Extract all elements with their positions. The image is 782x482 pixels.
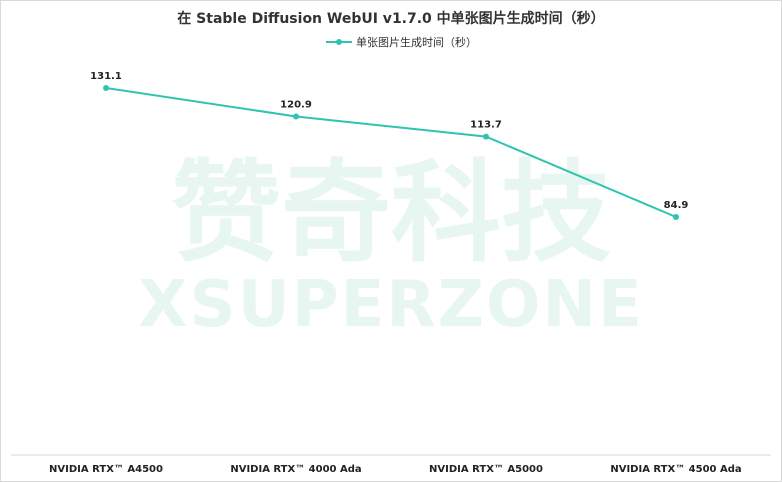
data-label: 120.9 [280, 99, 312, 110]
watermark-line1: 赞奇科技 [171, 149, 611, 277]
x-axis-ticks: NVIDIA RTX™ A4500 NVIDIA RTX™ 4000 Ada NVI… [49, 464, 742, 475]
watermark-line2: XSUPERZONE [138, 268, 643, 342]
data-label: 113.7 [470, 120, 502, 131]
series-line [105, 87, 677, 218]
data-point [673, 214, 679, 220]
data-point [293, 113, 299, 120]
data-point [483, 133, 489, 140]
series-marks: 131.1 120.9 113.7 84.9 [90, 71, 688, 220]
x-tick-label: NVIDIA RTX™ A4500 [49, 464, 163, 475]
watermark: 赞奇科技 XSUPERZONE [138, 149, 643, 342]
legend-swatch-dot [336, 39, 342, 45]
data-point [103, 85, 109, 91]
x-tick-label: NVIDIA RTX™ A5000 [429, 464, 543, 475]
data-label: 84.9 [664, 200, 689, 211]
data-label: 131.1 [90, 71, 122, 82]
x-tick-label: NVIDIA RTX™ 4500 Ada [610, 464, 741, 475]
legend: 单张图片生成时间（秒） [326, 35, 477, 49]
legend-label: 单张图片生成时间（秒） [356, 35, 477, 49]
chart-title: 在 Stable Diffusion WebUI v1.7.0 中单张图片生成时… [177, 10, 604, 27]
x-tick-label: NVIDIA RTX™ 4000 Ada [230, 464, 361, 475]
